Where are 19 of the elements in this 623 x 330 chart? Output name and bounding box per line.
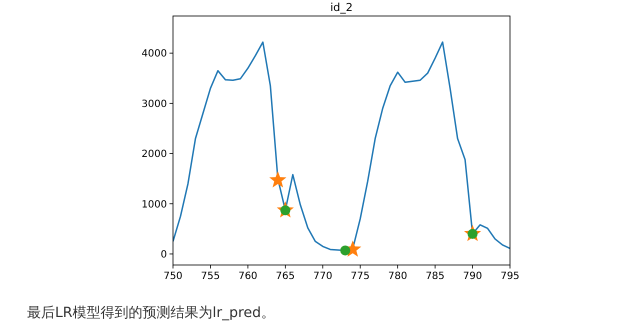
x-tick-label: 755 (200, 271, 220, 282)
x-tick-label: 750 (163, 271, 183, 282)
x-tick-label: 760 (238, 271, 258, 282)
x-tick-label: 785 (426, 271, 445, 282)
y-tick-label: 4000 (142, 48, 167, 60)
x-tick-label: 795 (500, 271, 520, 282)
x-tick-label: 780 (388, 271, 408, 282)
y-tick-label: 0 (160, 249, 167, 260)
y-tick-label: 2000 (142, 149, 167, 160)
x-tick-label: 765 (276, 271, 295, 282)
x-tick-label: 790 (463, 271, 482, 282)
point (269, 171, 286, 188)
x-tick-label: 770 (313, 271, 332, 282)
point (340, 245, 350, 256)
y-tick-label: 3000 (142, 98, 167, 110)
x-tick-label: 775 (350, 271, 370, 282)
y-tick-label: 1000 (142, 199, 167, 210)
chart-title: id_2 (330, 1, 353, 14)
text: 最后LR模型得到的预测结果为lr_pred。 (27, 305, 276, 321)
